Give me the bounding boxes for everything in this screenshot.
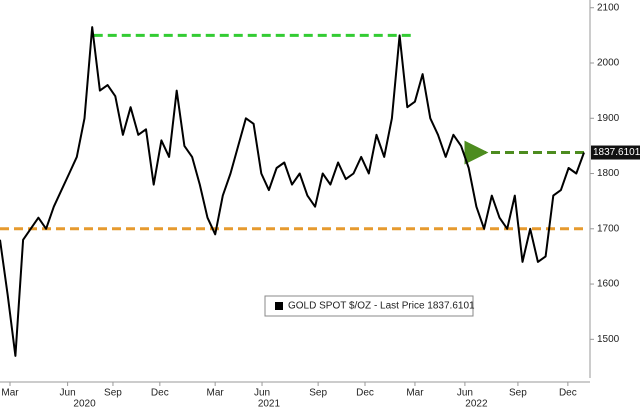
x-tick-label: Sep xyxy=(309,388,327,399)
legend-box xyxy=(264,295,474,317)
y-tick-label: 1900 xyxy=(597,113,620,124)
x-tick-label: Jun xyxy=(457,388,473,399)
x-tick-label: Dec xyxy=(559,388,577,399)
x-group-label: 2022 xyxy=(465,399,488,410)
y-tick-label: 1800 xyxy=(597,168,620,179)
y-tick-label: 1600 xyxy=(597,279,620,290)
x-tick-label: Sep xyxy=(509,388,527,399)
price-line xyxy=(0,26,585,357)
y-tick-label: 1500 xyxy=(597,334,620,345)
x-tick-label: Jun xyxy=(254,388,270,399)
last-price-box xyxy=(591,145,640,160)
x-group-label: 2021 xyxy=(258,399,281,410)
x-tick-label: Mar xyxy=(1,388,19,399)
y-tick-label: 2000 xyxy=(597,58,620,69)
x-tick-label: Sep xyxy=(104,388,122,399)
x-tick-label: Mar xyxy=(406,388,424,399)
legend-swatch xyxy=(275,302,283,310)
x-tick-label: Dec xyxy=(356,388,374,399)
x-tick-label: Dec xyxy=(151,388,169,399)
y-tick-label: 1700 xyxy=(597,223,620,234)
x-tick-label: Jun xyxy=(60,388,76,399)
x-group-label: 2020 xyxy=(73,399,96,410)
x-tick-label: Mar xyxy=(207,388,225,399)
last-price-label: 1837.6101 xyxy=(593,147,640,158)
legend-label: GOLD SPOT $/OZ - Last Price 1837.6101 xyxy=(288,301,475,312)
y-tick-label: 2100 xyxy=(597,2,620,13)
